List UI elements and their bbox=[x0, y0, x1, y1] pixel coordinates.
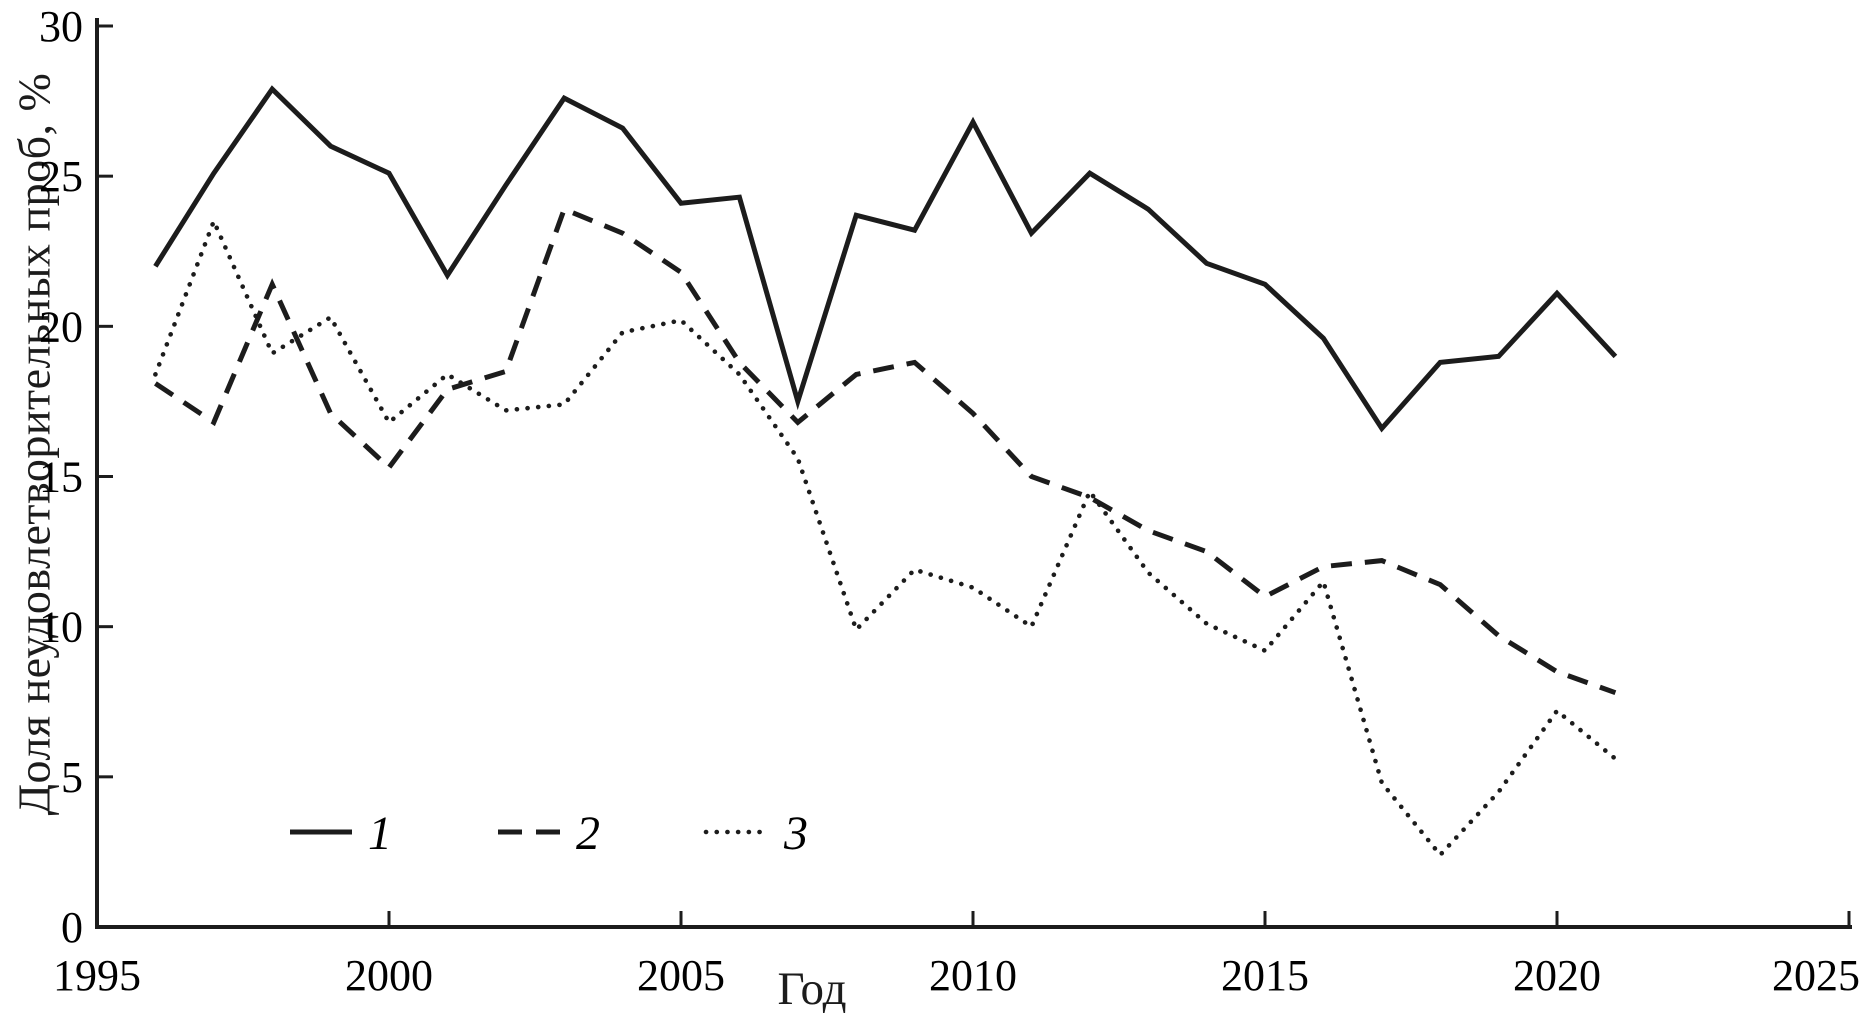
x-tick-label: 2005 bbox=[637, 951, 725, 1000]
legend-label-3: 3 bbox=[783, 807, 808, 860]
y-tick-label: 20 bbox=[39, 302, 83, 351]
y-tick-label: 15 bbox=[39, 453, 83, 502]
x-tick-label: 2015 bbox=[1221, 951, 1309, 1000]
y-tick-label: 5 bbox=[61, 753, 83, 802]
y-tick-label: 30 bbox=[39, 2, 83, 51]
x-tick-label: 2000 bbox=[345, 951, 433, 1000]
series-line-1 bbox=[153, 85, 1618, 433]
y-tick-label: 10 bbox=[39, 603, 83, 652]
x-tick-label: 2010 bbox=[929, 951, 1017, 1000]
legend-label-1: 1 bbox=[368, 807, 392, 860]
legend-label-2: 2 bbox=[576, 807, 600, 860]
series-line-2 bbox=[154, 205, 1617, 696]
x-tick-label: 2025 bbox=[1772, 951, 1860, 1000]
y-tick-label: 0 bbox=[61, 903, 83, 952]
x-tick-label: 1995 bbox=[53, 951, 141, 1000]
series-line-3 bbox=[153, 215, 1618, 859]
y-tick-label: 25 bbox=[39, 152, 83, 201]
x-axis-title: Год bbox=[777, 963, 847, 1015]
x-tick-label: 2020 bbox=[1513, 951, 1601, 1000]
